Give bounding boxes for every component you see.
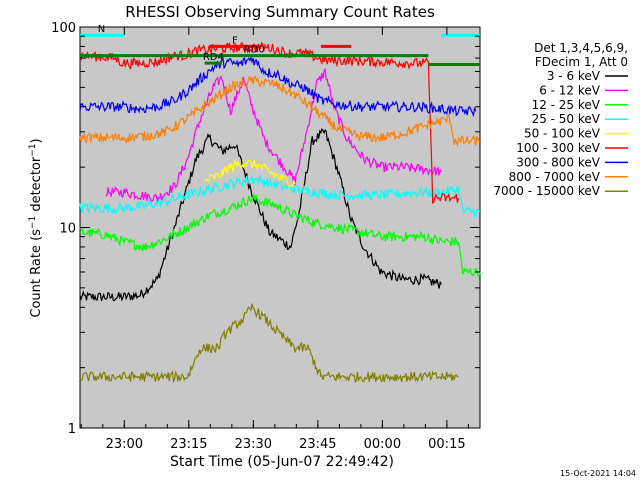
y-axis-label: Count Rate (s−1 detector−1) xyxy=(28,138,44,317)
timestamp: 15-Oct-2021 14:04 xyxy=(560,469,636,478)
series-line-7 xyxy=(79,75,481,148)
x-tick-label-0: 23:00 xyxy=(106,437,143,452)
x-tick-label-1: 23:15 xyxy=(170,437,207,452)
annotation-label-6: RD4 xyxy=(203,52,224,63)
legend-label-4: 50 - 100 keV xyxy=(524,127,601,141)
annotation-layer: N F RD0 RD4 xyxy=(80,24,480,67)
chart-title: RHESSI Observing Summary Count Rates xyxy=(125,3,435,21)
series-line-2 xyxy=(79,193,481,279)
x-axis-label: Start Time (05-Jun-07 22:49:42) xyxy=(170,454,394,470)
series-line-5 xyxy=(79,41,460,205)
x-tick-label-4: 00:00 xyxy=(364,437,401,452)
legend-header-1: FDecim 1, Att 0 xyxy=(535,55,628,69)
legend-label-7: 800 - 7000 keV xyxy=(509,170,601,184)
legend-label-0: 3 - 6 keV xyxy=(547,69,601,83)
annotation-label-2: F xyxy=(232,35,238,46)
series-line-4 xyxy=(204,159,296,188)
annotation-label-0: N xyxy=(98,24,105,35)
series-line-1 xyxy=(105,68,442,204)
legend-label-2: 12 - 25 keV xyxy=(532,98,601,112)
series-line-0 xyxy=(79,127,442,302)
x-tick-label-3: 23:45 xyxy=(299,437,336,452)
legend-label-8: 7000 - 15000 keV xyxy=(493,184,600,198)
series-layer xyxy=(79,41,481,384)
y-tick-label-0: 1 xyxy=(68,422,76,437)
y-tick-label-2: 100 xyxy=(51,21,76,36)
legend-label-5: 100 - 300 keV xyxy=(516,141,600,155)
legend-label-3: 25 - 50 keV xyxy=(532,112,601,126)
legend: Det 1,3,4,5,6,9,FDecim 1, Att 03 - 6 keV… xyxy=(493,41,628,198)
x-tick-label-5: 00:15 xyxy=(428,437,465,452)
series-line-8 xyxy=(79,303,459,384)
axis-layer: 23:00 23:15 23:30 23:45 00:00 00:15 1 10 100 xyxy=(51,21,480,452)
series-line-6 xyxy=(79,55,477,118)
y-tick-label-1: 10 xyxy=(59,222,76,237)
legend-label-1: 6 - 12 keV xyxy=(539,83,601,97)
plot-area xyxy=(79,26,481,429)
legend-header-0: Det 1,3,4,5,6,9, xyxy=(534,41,628,55)
legend-label-6: 300 - 800 keV xyxy=(516,155,600,169)
x-tick-label-2: 23:30 xyxy=(235,437,272,452)
series-line-3 xyxy=(79,174,481,218)
annotation-label-4: RD0 xyxy=(244,45,265,56)
